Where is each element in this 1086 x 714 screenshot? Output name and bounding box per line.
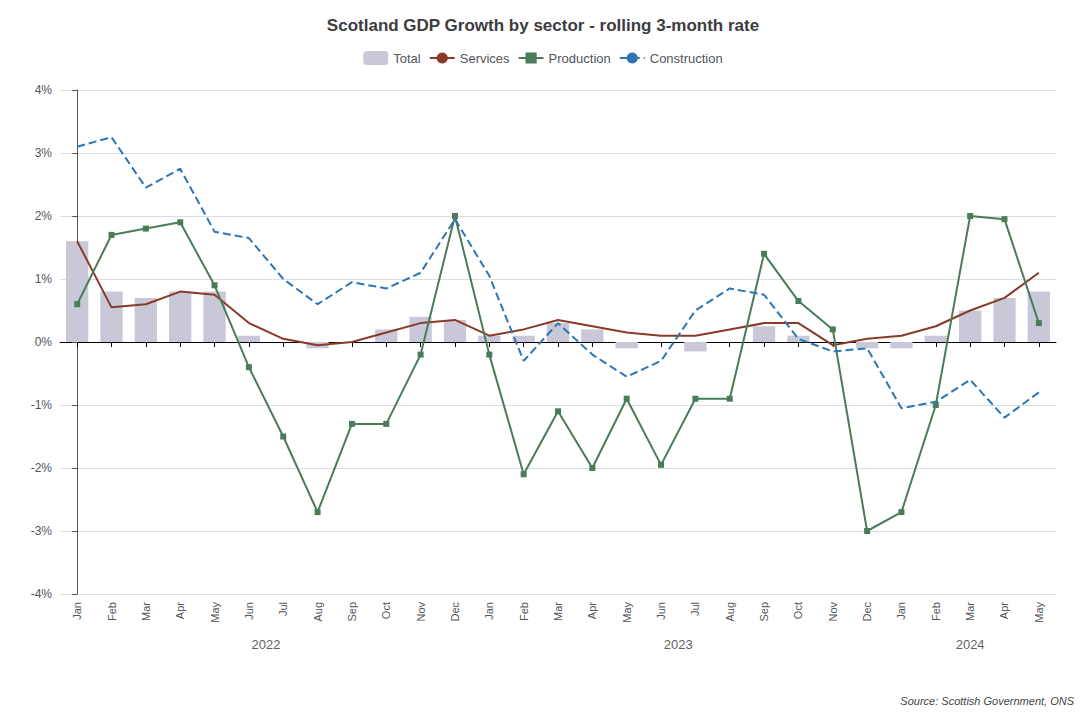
svg-text:Feb: Feb <box>930 602 942 621</box>
svg-text:2024: 2024 <box>956 637 985 652</box>
svg-text:Jul: Jul <box>277 602 289 616</box>
svg-text:-3%: -3% <box>31 524 53 538</box>
svg-text:Aug: Aug <box>724 602 736 622</box>
svg-text:Sep: Sep <box>346 602 358 622</box>
svg-text:Dec: Dec <box>449 602 461 622</box>
svg-text:Apr: Apr <box>586 602 598 619</box>
svg-text:Oct: Oct <box>380 602 392 619</box>
svg-text:May: May <box>621 602 633 623</box>
svg-text:Jul: Jul <box>689 602 701 616</box>
svg-text:-4%: -4% <box>31 587 53 601</box>
svg-text:Feb: Feb <box>106 602 118 621</box>
svg-text:Apr: Apr <box>998 602 1010 619</box>
svg-text:2%: 2% <box>35 209 53 223</box>
svg-text:Production: Production <box>549 51 611 66</box>
svg-text:Nov: Nov <box>415 602 427 622</box>
svg-text:Services: Services <box>460 51 510 66</box>
svg-text:Jan: Jan <box>71 602 83 620</box>
svg-text:3%: 3% <box>35 146 53 160</box>
svg-text:Mar: Mar <box>140 602 152 621</box>
svg-text:Mar: Mar <box>552 602 564 621</box>
svg-text:1%: 1% <box>35 272 53 286</box>
svg-text:Dec: Dec <box>861 602 873 622</box>
svg-text:Scotland GDP Growth by sector: Scotland GDP Growth by sector - rolling … <box>327 16 759 35</box>
svg-text:Mar: Mar <box>964 602 976 621</box>
svg-text:0%: 0% <box>35 335 53 349</box>
svg-text:Jan: Jan <box>895 602 907 620</box>
svg-text:Sep: Sep <box>758 602 770 622</box>
svg-text:2022: 2022 <box>252 637 281 652</box>
svg-text:Jun: Jun <box>655 602 667 620</box>
svg-text:Apr: Apr <box>174 602 186 619</box>
svg-text:Jun: Jun <box>243 602 255 620</box>
svg-text:-1%: -1% <box>31 398 53 412</box>
svg-text:-2%: -2% <box>31 461 53 475</box>
svg-text:4%: 4% <box>35 83 53 97</box>
svg-text:Aug: Aug <box>312 602 324 622</box>
svg-text:2023: 2023 <box>664 637 693 652</box>
svg-text:Oct: Oct <box>792 602 804 619</box>
svg-text:May: May <box>1033 602 1045 623</box>
svg-text:Total: Total <box>393 51 421 66</box>
svg-text:Nov: Nov <box>827 602 839 622</box>
svg-text:Construction: Construction <box>650 51 723 66</box>
svg-text:Source: Scottish Government, O: Source: Scottish Government, ONS <box>900 695 1074 707</box>
svg-text:May: May <box>209 602 221 623</box>
svg-text:Feb: Feb <box>518 602 530 621</box>
svg-text:Jan: Jan <box>483 602 495 620</box>
